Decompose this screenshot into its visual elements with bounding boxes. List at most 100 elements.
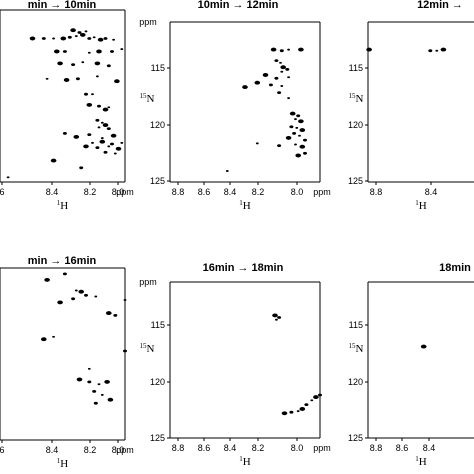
panel-1-peak (62, 50, 67, 53)
panel-5-peak (289, 410, 294, 414)
panel-1-peak (103, 37, 108, 40)
panel-4-peak (74, 289, 78, 292)
panel-2-peak (289, 125, 294, 129)
panel-1-peak (80, 32, 86, 37)
panel-2-peak (294, 118, 297, 121)
panel-1-peak (75, 77, 80, 81)
panel-1-peak (94, 61, 101, 66)
panel-2-peak (280, 65, 287, 70)
panel-1-x-tick-label: 8.4 (46, 187, 59, 197)
panel-4-x-tick-label: ppm (116, 445, 134, 455)
panel-4-peak (78, 289, 84, 294)
panel-1-peak (77, 31, 82, 34)
panel-5-y-unit: ppm (139, 277, 157, 287)
panel-4-peak (107, 397, 114, 402)
panel-4-peak (97, 383, 101, 386)
panel-1-peak (83, 144, 89, 149)
panel-2-peak (303, 138, 307, 142)
panel-1-peak (87, 133, 92, 137)
panel-3-peak (435, 49, 439, 52)
panel-3-x-tick-label: 8.8 (370, 187, 383, 197)
panel-2-y-label: 15N (140, 92, 155, 105)
panel-3-peak (366, 47, 372, 52)
panel-1-peak (107, 145, 111, 148)
panel-2-peak (280, 85, 284, 87)
panel-3-y-tick-label: 115 (349, 63, 363, 73)
panel-1-peak (95, 118, 100, 122)
panel-6-y-tick-label: 125 (348, 433, 363, 443)
panel-3-y-tick-label: 125 (348, 176, 363, 186)
panel-1-peak (110, 50, 114, 53)
panel-5-peak (313, 395, 319, 400)
panel-3-peak (440, 47, 447, 52)
panel-1-x-label: 1H (57, 199, 69, 212)
panel-2-peak (279, 49, 284, 53)
panel-1-peak (107, 106, 111, 109)
panel-4-peak (113, 314, 118, 317)
panel-1-peak (114, 79, 120, 84)
panel-2-x-tick-label: 8.6 (198, 187, 211, 197)
panel-6-x-tick-label: 8.4 (423, 443, 436, 453)
panel-1-peak (106, 127, 111, 130)
panel-1-x-tick-label: 8.0 (112, 187, 125, 197)
panel-2-peak (255, 142, 259, 145)
panel-5-peak (318, 393, 322, 397)
panel-2-peak (298, 47, 304, 52)
panel-1-peak (100, 121, 104, 124)
panel-2-peak (225, 170, 229, 172)
panel-4-peak (52, 335, 55, 338)
panel-1-peak (99, 139, 106, 144)
panel-1-peak (86, 102, 93, 107)
panel-2-peak (295, 153, 302, 158)
panel-2-peak (279, 61, 282, 64)
panel-2-x-tick-label: 8.0 (291, 187, 304, 197)
panel-1-title: min → 10min (28, 0, 97, 11)
panel-6-y-tick-label: 120 (348, 377, 363, 387)
panel-1-peak (84, 30, 88, 33)
panel-1-peak (62, 132, 67, 135)
panel-4-x-tick-label: 8.0 (112, 445, 125, 455)
panel-2-peak (287, 97, 290, 100)
panel-2-peak (268, 83, 273, 87)
panel-1-peak (97, 126, 101, 129)
panel-1-peak (100, 137, 104, 140)
panel-2-x-label: 1H (239, 199, 251, 212)
panel-1-peak (96, 75, 99, 78)
panel-2-y-tick-label: 120 (150, 120, 165, 130)
panel-4-peak (87, 367, 91, 370)
panel-5-x-tick-label: 8.6 (198, 443, 211, 453)
panel-1-x-tick-label: ppm (116, 187, 134, 197)
panel-1-peak (102, 107, 109, 112)
panel-1-x-tick-label: 8.2 (84, 187, 97, 197)
panel-5-peak (272, 313, 278, 318)
panel-4-peak (87, 380, 92, 384)
panel-1-peak (103, 150, 108, 154)
panel-3-title: 12min → (417, 0, 463, 11)
panel-6-x-tick-label: 8.6 (396, 443, 409, 453)
panel-1-peak (113, 152, 117, 155)
panel-2-peak (292, 132, 297, 135)
panel-2-peak (299, 144, 306, 149)
panel-1-peak (50, 158, 57, 163)
panel-2-peak (298, 119, 304, 124)
panel-5-peak (281, 411, 288, 416)
panel-1-peak (87, 37, 92, 40)
panel-3-x-tick-label: 8.4 (425, 187, 438, 197)
panel-1-peak (91, 93, 94, 96)
panel-2-peak (303, 151, 307, 155)
panel-1-peak (79, 166, 84, 170)
panel-4-peak (100, 393, 104, 396)
panel-1-peak (102, 123, 109, 128)
panel-2-peak (295, 126, 299, 129)
panel-1-peak (54, 49, 60, 54)
panel-2-peak (274, 59, 279, 62)
panel-2-peak (242, 85, 248, 90)
panel-5-x-tick-label: 8.8 (172, 443, 185, 453)
panel-5-y-tick-label: 125 (150, 433, 165, 443)
panel-5-peak (275, 318, 278, 321)
panel-4-peak (71, 297, 76, 301)
panel-4-peak (106, 311, 112, 316)
panel-2-peak (285, 68, 290, 71)
panel-6-peak (420, 344, 427, 349)
panel-2-peak (277, 144, 282, 148)
